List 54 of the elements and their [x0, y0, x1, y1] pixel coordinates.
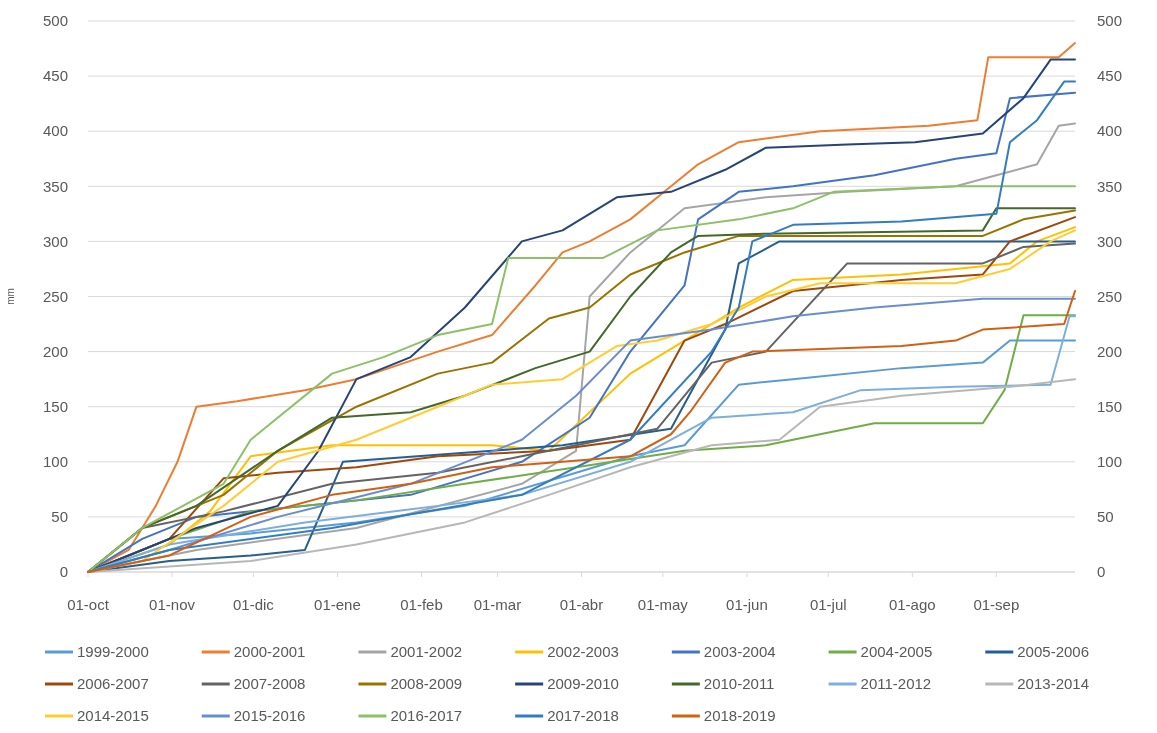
legend-label: 2017-2018 — [547, 707, 619, 725]
legend-label: 2001-2002 — [390, 643, 463, 661]
y-tick-label: 200 — [42, 342, 68, 360]
legend-label: 2013-2014 — [1017, 675, 1090, 693]
legend-label: 2002-2003 — [547, 643, 619, 661]
x-tick-label: 01-may — [637, 596, 689, 613]
x-tick-label: 01-dic — [232, 596, 275, 613]
x-tick-label: 01-jun — [726, 596, 768, 613]
x-tick-label: 01-jul — [809, 596, 847, 613]
legend-label: 2000-2001 — [233, 643, 306, 661]
legend-label: 2003-2004 — [703, 643, 776, 661]
y2-tick-label: 300 — [1097, 232, 1123, 250]
x-tick-label: 01-sep — [973, 596, 1020, 613]
y2-tick-label: 100 — [1097, 453, 1123, 471]
y-tick-label: 250 — [42, 287, 68, 305]
x-tick-label: 01-ene — [314, 596, 361, 613]
x-tick-label: 01-ago — [888, 596, 936, 613]
y2-tick-label: 0 — [1097, 563, 1106, 581]
legend-label: 2009-2010 — [547, 675, 619, 693]
y-tick-label: 350 — [42, 177, 68, 195]
y2-tick-label: 200 — [1097, 342, 1123, 360]
legend-label: 2007-2008 — [233, 675, 306, 693]
y-tick-label: 100 — [42, 453, 68, 471]
y2-tick-label: 400 — [1097, 122, 1123, 140]
y2-tick-label: 150 — [1097, 397, 1123, 415]
y-tick-label: 400 — [42, 122, 68, 140]
x-tick-label: 01-abr — [559, 596, 604, 613]
x-tick-label: 01-nov — [149, 596, 196, 613]
legend-label: 2008-2009 — [390, 675, 463, 693]
legend-label: 2005-2006 — [1017, 643, 1090, 661]
y-tick-label: 50 — [51, 508, 68, 526]
y-tick-label: 450 — [42, 67, 68, 85]
x-tick-label: 01-mar — [473, 596, 522, 613]
y-tick-label: 0 — [59, 563, 68, 581]
y2-tick-label: 450 — [1097, 67, 1123, 85]
legend-label: 2014-2015 — [77, 707, 149, 725]
x-tick-label: 01-oct — [67, 596, 110, 613]
y2-tick-label: 50 — [1097, 508, 1114, 526]
legend-label: 2006-2007 — [77, 675, 149, 693]
legend-label: 2018-2019 — [703, 707, 776, 725]
y-tick-label: 500 — [42, 12, 68, 30]
legend-label: 2016-2017 — [390, 707, 463, 725]
y2-tick-label: 500 — [1097, 12, 1123, 30]
y-tick-label: 300 — [42, 232, 68, 250]
legend-label: 1999-2000 — [77, 643, 149, 661]
legend-label: 2004-2005 — [860, 643, 933, 661]
x-tick-label: 01-feb — [400, 596, 443, 613]
y2-tick-label: 250 — [1097, 287, 1123, 305]
y-axis-title: mm — [5, 288, 16, 305]
y2-tick-label: 350 — [1097, 177, 1123, 195]
legend-label: 2010-2011 — [703, 675, 775, 693]
y-tick-label: 150 — [42, 397, 68, 415]
legend-label: 2011-2012 — [860, 675, 932, 693]
legend-label: 2015-2016 — [233, 707, 306, 725]
